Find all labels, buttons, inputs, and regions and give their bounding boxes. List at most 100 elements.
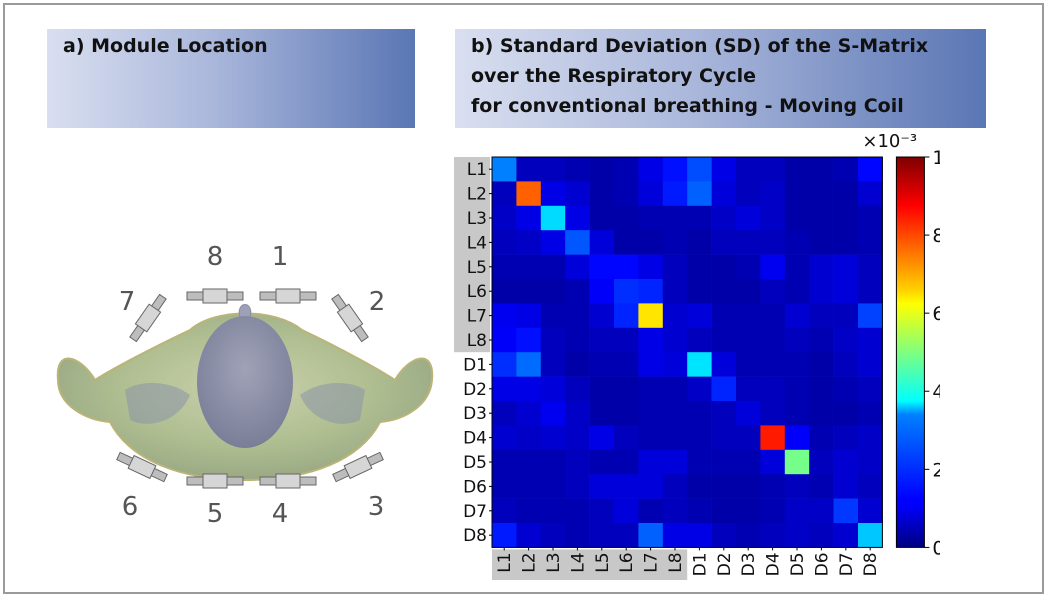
heatmap-cell-D2-L8	[662, 376, 688, 402]
heatmap-cell-D6-D1	[687, 474, 712, 499]
heatmap-cell-L4-L4	[565, 230, 590, 255]
heatmap-cell-L5-D3	[736, 254, 761, 280]
heatmap-cell-D4-L8	[662, 425, 688, 451]
heatmap-cell-L2-L7	[638, 181, 664, 207]
col-label-highlight	[492, 549, 688, 580]
heatmap-cell-D5-D3	[736, 449, 761, 475]
heatmap-cell-D3-L4	[565, 401, 590, 426]
heatmap-cell-D1-D2	[711, 352, 737, 377]
heatmap-cell-L6-L2	[516, 279, 542, 304]
heatmap-cell-D5-L7	[638, 449, 664, 475]
col-label-D5: D5	[788, 552, 808, 576]
heatmap-cell-D3-D7	[833, 401, 859, 426]
heatmap-cell-L1-L3	[540, 157, 566, 182]
heatmap-cell-L6-D4	[760, 279, 786, 304]
colorbar-tick-label-8: 8	[932, 225, 940, 247]
heatmap-cell-L8-L2	[516, 327, 542, 353]
module-label-1: 1	[272, 242, 289, 272]
row-label-D1: D1	[463, 355, 487, 375]
heatmap-cell-D8-L5	[589, 523, 615, 548]
heatmap-cell-L2-D1	[687, 181, 712, 207]
heatmap-cell-D4-L4	[565, 425, 590, 451]
heatmap-cell-D6-D5	[784, 474, 810, 499]
heatmap-cell-L2-L8	[662, 181, 688, 207]
heatmap-cell-D5-D7	[833, 449, 859, 475]
heatmap-cell-L3-L5	[589, 205, 615, 231]
heatmap-cell-L3-D4	[760, 205, 786, 231]
heatmap-cell-D1-L8	[662, 352, 688, 377]
heatmap-cell-D6-D6	[809, 474, 834, 499]
row-label-L2: L2	[467, 185, 487, 205]
heatmap-cell-L4-L7	[638, 230, 664, 255]
heatmap-cell-D3-L1	[492, 401, 517, 426]
heatmap-cell-L1-D4	[760, 157, 786, 182]
heatmap-cell-D5-D1	[687, 449, 712, 475]
heatmap-cell-D5-D8	[858, 449, 883, 475]
row-label-D8: D8	[463, 526, 487, 546]
row-label-D3: D3	[463, 404, 487, 424]
heatmap-cell-D4-D4	[760, 425, 786, 451]
heatmap-cell-L5-L8	[662, 254, 688, 280]
heatmap-cell-L1-L2	[516, 157, 542, 182]
heatmap-cell-D3-L6	[614, 401, 639, 426]
coil-module-7-icon	[129, 293, 167, 343]
heatmap-cell-L8-D7	[833, 327, 859, 353]
heatmap-cell-D1-D4	[760, 352, 786, 377]
module-label-4: 4	[272, 499, 289, 529]
heatmap-cell-D8-D1	[687, 523, 712, 548]
colorbar-ticks: 0 2 4 6 8 10	[924, 147, 940, 559]
heatmap-cell-L4-D6	[809, 230, 834, 255]
heatmap-cell-D3-L2	[516, 401, 542, 426]
heatmap-cell-D8-D5	[784, 523, 810, 548]
heatmap-cell-L2-D7	[833, 181, 859, 207]
heatmap-cell-D3-D6	[809, 401, 834, 426]
coil-module-6-icon	[116, 451, 168, 483]
row-labels: L1 L2 L3 L4 L5 L6 L7 L8 D1 D2 D3 D4 D5 D6 D7 D8	[463, 160, 492, 546]
heatmap-cell-L5-D4	[760, 254, 786, 280]
heatmap-cell-L2-L3	[540, 181, 566, 207]
heatmap-cell-D7-L8	[662, 498, 688, 524]
heatmap-cell-D2-D5	[784, 376, 810, 402]
module-number-labels: 1 2 3 4 5 6 7 8	[119, 242, 386, 529]
heatmap-cell-D5-L3	[540, 449, 566, 475]
col-label-L8: L8	[666, 552, 686, 572]
heatmap-cell-L3-L4	[565, 205, 590, 231]
heatmap-cell-D4-D3	[736, 425, 761, 451]
heatmap-cell-D7-D8	[858, 498, 883, 524]
col-label-D1: D1	[690, 552, 710, 576]
heatmap-cell-D4-L1	[492, 425, 517, 451]
heatmap-cell-D1-D1	[687, 352, 712, 377]
heatmap-cell-D1-L3	[540, 352, 566, 377]
heatmap-cell-L8-D3	[736, 327, 761, 353]
heatmap-cell-D6-L7	[638, 474, 664, 499]
heatmap-cell-D1-D3	[736, 352, 761, 377]
heatmap-cell-L6-L5	[589, 279, 615, 304]
module-label-3: 3	[368, 492, 385, 522]
col-label-L1: L1	[495, 552, 515, 572]
heatmap-cell-D8-L8	[662, 523, 688, 548]
heatmap-cell-D1-D8	[858, 352, 883, 377]
heatmap-cell-D1-L1	[492, 352, 517, 377]
heatmap-cell-D5-D6	[809, 449, 834, 475]
heatmap-cell-D7-D2	[711, 498, 737, 524]
heatmap-cell-L1-D3	[736, 157, 761, 182]
module-label-7: 7	[119, 287, 136, 317]
heatmap-cell-D4-D2	[711, 425, 737, 451]
col-label-L6: L6	[617, 552, 637, 572]
heatmap-cell-L1-L6	[614, 157, 639, 182]
heatmap-cell-L4-D4	[760, 230, 786, 255]
heatmap-cell-D2-L7	[638, 376, 664, 402]
col-label-L3: L3	[544, 552, 564, 572]
heatmap-cell-D8-D8	[858, 523, 883, 548]
heatmap-cell-D1-D6	[809, 352, 834, 377]
heatmap-cell-L4-D8	[858, 230, 883, 255]
heatmap-cell-L3-D3	[736, 205, 761, 231]
heatmap-cell-D3-L5	[589, 401, 615, 426]
heatmap-cell-L7-L1	[492, 303, 517, 329]
heatmap-cell-D8-L2	[516, 523, 542, 548]
heatmap-cell-L8-L4	[565, 327, 590, 353]
row-label-L7: L7	[467, 307, 487, 327]
heatmap-cell-D6-D2	[711, 474, 737, 499]
heatmap-cell-D1-L2	[516, 352, 542, 377]
heatmap-cell-L6-D2	[711, 279, 737, 304]
